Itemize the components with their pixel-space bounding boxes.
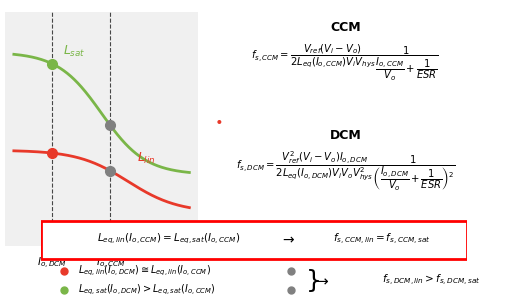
- Text: $f_{s,DCM,lin} > f_{s,DCM,sat}$: $f_{s,DCM,lin} > f_{s,DCM,sat}$: [382, 273, 481, 288]
- Text: CCM: CCM: [330, 21, 361, 34]
- FancyBboxPatch shape: [41, 221, 467, 259]
- Text: $f_{s,CCM,lin} = f_{s,CCM,sat}$: $f_{s,CCM,lin} = f_{s,CCM,sat}$: [333, 232, 431, 247]
- Text: $\}$: $\}$: [305, 267, 320, 294]
- Text: $f_{s,DCM} = \dfrac{V_{ref}^{2}(V_i - V_o)I_{o,DCM}}{2L_{eq}(I_{o,DCM})V_i V_o V: $f_{s,DCM} = \dfrac{V_{ref}^{2}(V_i - V_…: [236, 150, 455, 193]
- Text: $L_{sat}$: $L_{sat}$: [63, 44, 85, 59]
- Text: $L_{lin}$: $L_{lin}$: [137, 151, 155, 166]
- Text: $\bullet$: $\bullet$: [214, 113, 223, 127]
- Text: $f_{s,CCM} = \dfrac{V_{ref}(V_i - V_o)}{2L_{eq}(I_{o,CCM})V_i V_{hys}} \dfrac{1}: $f_{s,CCM} = \dfrac{V_{ref}(V_i - V_o)}{…: [251, 42, 439, 82]
- Text: $\rightarrow$: $\rightarrow$: [280, 232, 296, 246]
- Text: DCM: DCM: [330, 129, 361, 142]
- Text: $\rightarrow$: $\rightarrow$: [312, 273, 330, 288]
- Text: $L_{eq,lin}(I_{o,DCM}) \cong L_{eq,lin}(I_{o,CCM})$: $L_{eq,lin}(I_{o,DCM}) \cong L_{eq,lin}(…: [78, 263, 211, 278]
- Text: $L_{eq,sat}(I_{o,DCM}) > L_{eq,sat}(I_{o,CCM})$: $L_{eq,sat}(I_{o,DCM}) > L_{eq,sat}(I_{o…: [78, 283, 216, 298]
- Text: $L_{eq,lin}(I_{o,CCM}) = L_{eq,sat}(I_{o,CCM})$: $L_{eq,lin}(I_{o,CCM}) = L_{eq,sat}(I_{o…: [97, 232, 240, 246]
